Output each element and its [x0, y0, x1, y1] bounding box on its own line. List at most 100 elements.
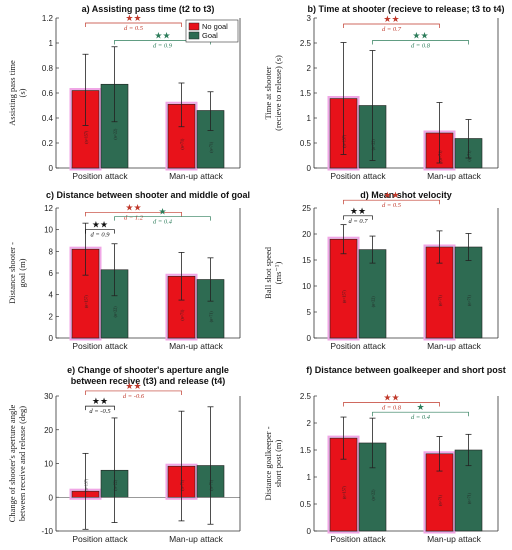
sample-size-label: (n=22) — [113, 128, 118, 140]
y-tick-label: 3 — [307, 14, 312, 23]
y-tick-label: 0.5 — [300, 139, 312, 148]
significance-stars: ★★ — [92, 397, 108, 407]
sample-size-label: (n=157) — [84, 130, 89, 144]
sample-size-label: (n=22) — [113, 479, 118, 491]
sample-size-label: (n=71) — [180, 479, 185, 491]
significance-bracket — [114, 216, 211, 221]
y-tick-label: 20 — [44, 426, 53, 435]
sample-size-label: (n=71) — [180, 138, 185, 150]
y-tick-label: 0.8 — [42, 64, 54, 73]
y-tick-label: 10 — [44, 226, 53, 235]
significance-stars: ★★ — [125, 203, 141, 213]
significance-bracket — [372, 40, 469, 45]
effect-size-label: d = 0.4 — [153, 219, 173, 226]
y-tick-label: 10 — [302, 282, 311, 291]
y-axis-label: Ball shot speed — [263, 246, 273, 299]
significance-bracket — [85, 390, 182, 395]
y-tick-label: 8 — [49, 247, 54, 256]
y-tick-label: 0.6 — [42, 89, 54, 98]
bar-no-goal — [329, 238, 358, 339]
y-tick-label: 0.4 — [42, 114, 54, 123]
y-tick-label: 4 — [49, 291, 54, 300]
sample-size-label: (n=22) — [371, 489, 376, 501]
sample-size-label: (n=157) — [342, 289, 347, 303]
significance-stars: ★ — [416, 403, 424, 413]
x-category-label: Man-up attack — [427, 534, 482, 544]
y-tick-label: 30 — [44, 392, 53, 401]
significance-stars: ★★ — [383, 191, 399, 201]
chart-title: e) Change of shooter's aperture angle — [67, 365, 229, 375]
y-tick-label: 1.5 — [300, 446, 312, 455]
significance-bracket — [85, 229, 115, 234]
significance-bracket — [85, 211, 182, 217]
y-tick-label: 20 — [302, 230, 311, 239]
sample-size-label: (n=157) — [342, 485, 347, 499]
y-axis-label: short post (m) — [273, 439, 283, 487]
sample-size-label: (n=157) — [342, 134, 347, 148]
x-category-label: Position attack — [72, 171, 128, 181]
significance-bracket — [343, 215, 373, 220]
sample-size-label: (n=71) — [467, 294, 472, 306]
y-tick-label: 2.5 — [300, 39, 312, 48]
effect-size-label: d = 0.5 — [382, 202, 402, 209]
chart-title: d) Mean shot velocity — [360, 190, 452, 200]
significance-stars: ★★ — [154, 32, 170, 42]
effect-size-label: d = 0.9 — [153, 43, 173, 50]
chart-title: b) Time at shooter (recieve to release; … — [308, 4, 505, 14]
legend-swatch — [188, 31, 200, 40]
y-tick-label: 6 — [49, 269, 54, 278]
y-axis-label: Assisting pass time — [7, 60, 17, 126]
chart-title-line2: between receive (t3) and release (t4) — [71, 376, 226, 386]
significance-stars: ★★ — [383, 15, 399, 25]
panel-4: d) Mean shot velocity 0 5 10 15 20 25 Ball shot… — [263, 190, 499, 351]
sample-size-label: (n=22) — [371, 296, 376, 308]
sample-size-label: (n=157) — [84, 294, 89, 308]
bar-goal — [454, 246, 483, 339]
y-tick-label: 1.2 — [42, 14, 54, 23]
x-category-label: Position attack — [72, 341, 128, 351]
effect-size-label: d = 0.9 — [90, 232, 110, 239]
panel-1: a) Assisting pass time (t2 to t3) 0 0.2 0.4… — [7, 4, 241, 181]
significance-bracket — [372, 411, 469, 417]
significance-stars: ★★ — [412, 32, 428, 42]
x-category-label: Position attack — [330, 341, 386, 351]
significance-bracket — [343, 23, 440, 28]
y-tick-label: 0 — [49, 334, 54, 343]
effect-size-label: d = 0.8 — [382, 404, 402, 411]
significance-stars: ★★ — [383, 393, 399, 403]
sample-size-label: (n=71) — [209, 479, 214, 491]
y-tick-label: 0 — [307, 334, 312, 343]
x-category-label: Position attack — [72, 534, 128, 544]
y-tick-label: 1.5 — [300, 89, 312, 98]
bar-goal — [196, 110, 225, 169]
sample-size-label: (n=157) — [84, 478, 89, 492]
effect-size-label: d = -0.6 — [123, 393, 145, 400]
y-axis-label: (ms⁻¹) — [273, 262, 283, 285]
y-tick-label: 0 — [49, 493, 54, 502]
significance-bracket — [85, 405, 115, 411]
y-tick-label: 1 — [307, 114, 312, 123]
y-tick-label: 0.5 — [300, 500, 312, 509]
y-axis-label: Time at shooter — [263, 66, 273, 119]
sample-size-label: (n=71) — [467, 150, 472, 162]
significance-stars: ★★ — [125, 14, 141, 24]
y-axis-label: Distance goalkeeper - — [263, 426, 273, 500]
y-tick-label: 0 — [49, 164, 54, 173]
y-tick-label: 1 — [49, 39, 54, 48]
significance-bracket — [85, 22, 182, 27]
significance-stars: ★★ — [92, 221, 108, 231]
y-tick-label: 1 — [307, 473, 312, 482]
y-tick-label: 2 — [307, 64, 312, 73]
panel-3: c) Distance between shooter and middle o… — [7, 190, 250, 351]
y-axis-label: (s) — [17, 88, 27, 97]
x-category-label: Position attack — [330, 171, 386, 181]
bar-goal — [358, 249, 387, 339]
y-tick-label: 0 — [307, 164, 312, 173]
effect-size-label: d = 0.5 — [124, 25, 144, 32]
x-category-label: Position attack — [330, 534, 386, 544]
effect-size-label: d = 0.8 — [411, 43, 431, 50]
sample-size-label: (n=71) — [467, 492, 472, 504]
panel-6: f) Distance between goalkeeper and short… — [263, 365, 506, 544]
legend-label: Goal — [202, 31, 218, 40]
